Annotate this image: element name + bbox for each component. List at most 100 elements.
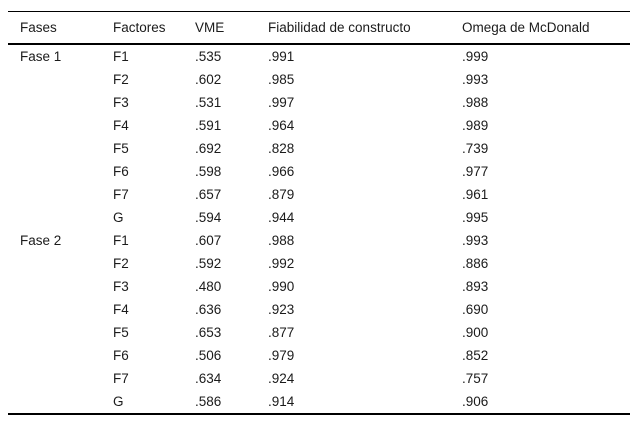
cell-fiabilidad: .990 bbox=[268, 279, 295, 294]
cell-fase bbox=[8, 344, 113, 367]
table-row: F6 .598 .966 .977 bbox=[8, 160, 630, 183]
cell-vme: .480 bbox=[195, 279, 222, 294]
cell-omega: .977 bbox=[462, 164, 489, 179]
cell-vme: .535 bbox=[195, 49, 222, 64]
cell-fiabilidad: .991 bbox=[268, 49, 295, 64]
column-header-fases: Fases bbox=[8, 11, 113, 45]
table-body: Fase 1 F1 .535 .991 .999 F2 .602 .985 .993 F3 .531… bbox=[8, 44, 630, 414]
table-row: F6 .506 .979 .852 bbox=[8, 344, 630, 367]
table-row: F4 .636 .923 .690 bbox=[8, 298, 630, 321]
cell-fiabilidad: .914 bbox=[268, 394, 295, 409]
cell-omega: .995 bbox=[462, 210, 489, 225]
table-row: F5 .653 .877 .900 bbox=[8, 321, 630, 344]
cell-omega: .961 bbox=[462, 187, 489, 202]
table-row: G .594 .944 .995 bbox=[8, 206, 630, 229]
cell-factor: F5 bbox=[113, 325, 129, 340]
cell-omega: .988 bbox=[462, 95, 489, 110]
cell-fiabilidad: .979 bbox=[268, 348, 295, 363]
table-row: F2 .602 .985 .993 bbox=[8, 68, 630, 91]
cell-fase bbox=[8, 183, 113, 206]
cell-vme: .653 bbox=[195, 325, 222, 340]
cell-omega: .886 bbox=[462, 256, 489, 271]
cell-fiabilidad: .964 bbox=[268, 118, 295, 133]
cell-factor: G bbox=[113, 210, 124, 225]
cell-vme: .591 bbox=[195, 118, 222, 133]
cell-vme: .592 bbox=[195, 256, 222, 271]
cell-omega: .893 bbox=[462, 279, 489, 294]
cell-vme: .634 bbox=[195, 371, 222, 386]
cell-omega: .999 bbox=[462, 49, 489, 64]
cell-vme: .602 bbox=[195, 72, 222, 87]
cell-omega: .993 bbox=[462, 72, 489, 87]
table-row: F2 .592 .992 .886 bbox=[8, 252, 630, 275]
column-header-vme: VME bbox=[195, 11, 268, 45]
cell-factor: F6 bbox=[113, 164, 129, 179]
cell-vme: .636 bbox=[195, 302, 222, 317]
cell-omega: .852 bbox=[462, 348, 489, 363]
cell-fiabilidad: .997 bbox=[268, 95, 295, 110]
cell-vme: .531 bbox=[195, 95, 222, 110]
cell-fiabilidad: .879 bbox=[268, 187, 295, 202]
cell-fase bbox=[8, 68, 113, 91]
table-row: G .586 .914 .906 bbox=[8, 390, 630, 414]
cell-fase bbox=[8, 367, 113, 390]
column-header-fiabilidad: Fiabilidad de constructo bbox=[268, 11, 462, 45]
cell-vme: .692 bbox=[195, 141, 222, 156]
cell-fase bbox=[8, 91, 113, 114]
cell-fase bbox=[8, 321, 113, 344]
cell-factor: F4 bbox=[113, 302, 129, 317]
cell-fase bbox=[8, 390, 113, 414]
cell-omega: .906 bbox=[462, 394, 489, 409]
cell-vme: .586 bbox=[195, 394, 222, 409]
cell-fiabilidad: .944 bbox=[268, 210, 295, 225]
cell-factor: F3 bbox=[113, 95, 129, 110]
cell-omega: .739 bbox=[462, 141, 489, 156]
cell-fiabilidad: .877 bbox=[268, 325, 295, 340]
cell-fase bbox=[8, 114, 113, 137]
cell-factor: F3 bbox=[113, 279, 129, 294]
cell-fase bbox=[8, 252, 113, 275]
cell-omega: .993 bbox=[462, 233, 489, 248]
cell-omega: .690 bbox=[462, 302, 489, 317]
cell-fase: Fase 1 bbox=[20, 49, 62, 64]
table-row: Fase 2 F1 .607 .988 .993 bbox=[8, 229, 630, 252]
cell-fase bbox=[8, 275, 113, 298]
cell-fiabilidad: .992 bbox=[268, 256, 295, 271]
cell-fase bbox=[8, 298, 113, 321]
cell-omega: .989 bbox=[462, 118, 489, 133]
column-header-omega: Omega de McDonald bbox=[462, 11, 630, 45]
cell-vme: .506 bbox=[195, 348, 222, 363]
cell-factor: F2 bbox=[113, 72, 129, 87]
cell-fiabilidad: .924 bbox=[268, 371, 295, 386]
cell-factor: F7 bbox=[113, 371, 129, 386]
cell-fiabilidad: .923 bbox=[268, 302, 295, 317]
table-row: F4 .591 .964 .989 bbox=[8, 114, 630, 137]
table-row: F5 .692 .828 .739 bbox=[8, 137, 630, 160]
cell-vme: .598 bbox=[195, 164, 222, 179]
table-row: F7 .634 .924 .757 bbox=[8, 367, 630, 390]
table-row: F7 .657 .879 .961 bbox=[8, 183, 630, 206]
cell-factor: F7 bbox=[113, 187, 129, 202]
cell-fase: Fase 2 bbox=[20, 233, 62, 248]
cell-fiabilidad: .988 bbox=[268, 233, 295, 248]
table-row: Fase 1 F1 .535 .991 .999 bbox=[8, 44, 630, 68]
column-header-factores: Factores bbox=[113, 11, 195, 45]
cell-factor: F5 bbox=[113, 141, 129, 156]
cell-vme: .594 bbox=[195, 210, 222, 225]
cell-fiabilidad: .985 bbox=[268, 72, 295, 87]
cell-factor: F6 bbox=[113, 348, 129, 363]
table-row: F3 .531 .997 .988 bbox=[8, 91, 630, 114]
cell-fase bbox=[8, 137, 113, 160]
cell-fiabilidad: .828 bbox=[268, 141, 295, 156]
cell-factor: G bbox=[113, 394, 124, 409]
cell-factor: F1 bbox=[113, 49, 129, 64]
cell-factor: F1 bbox=[113, 233, 129, 248]
table-row: F3 .480 .990 .893 bbox=[8, 275, 630, 298]
cell-fiabilidad: .966 bbox=[268, 164, 295, 179]
cell-omega: .757 bbox=[462, 371, 489, 386]
cell-vme: .607 bbox=[195, 233, 222, 248]
cell-factor: F2 bbox=[113, 256, 129, 271]
cell-fase bbox=[8, 160, 113, 183]
cell-factor: F4 bbox=[113, 118, 129, 133]
results-table: Fases Factores VME Fiabilidad de constru… bbox=[8, 11, 630, 415]
